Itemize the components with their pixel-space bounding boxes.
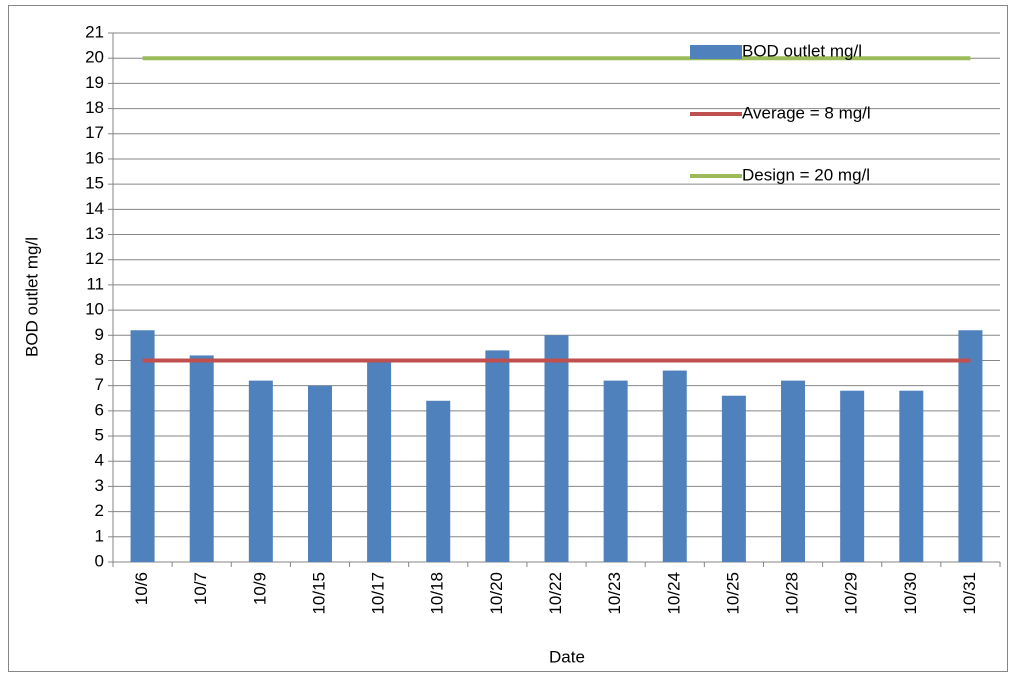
y-tick-label: 11 [86, 274, 104, 293]
bar [307, 385, 332, 562]
y-tick-label: 14 [85, 199, 104, 218]
x-tick-label: 10/22 [546, 572, 565, 615]
y-tick-label: 3 [95, 476, 104, 495]
y-tick-label: 15 [85, 174, 104, 193]
y-tick-label: 7 [95, 375, 104, 394]
y-tick-label: 18 [85, 98, 104, 117]
y-tick-label: 16 [85, 148, 104, 167]
x-tick-label: 10/9 [250, 572, 269, 605]
x-tick-label: 10/20 [487, 572, 506, 615]
x-axis-title: Date [549, 647, 585, 666]
x-tick-label: 10/18 [428, 572, 447, 615]
y-tick-label: 10 [85, 300, 104, 319]
legend-label: Design = 20 mg/l [742, 165, 870, 184]
y-tick-label: 12 [85, 249, 104, 268]
y-tick-label: 2 [95, 501, 104, 520]
y-tick-label: 6 [95, 400, 104, 419]
x-tick-label: 10/17 [369, 572, 388, 615]
bar [840, 390, 865, 562]
bar [603, 380, 628, 562]
bar [721, 395, 746, 562]
bar [367, 360, 392, 562]
legend-label: Average = 8 mg/l [742, 103, 871, 122]
x-tick-label: 10/31 [960, 572, 979, 615]
y-tick-label: 20 [85, 48, 104, 67]
x-tick-label: 10/28 [783, 572, 802, 615]
x-tick-label: 10/25 [723, 572, 742, 615]
x-tick-label: 10/15 [309, 572, 328, 615]
bar [189, 355, 214, 562]
y-tick-label: 9 [95, 325, 104, 344]
y-tick-label: 0 [95, 551, 104, 570]
bar [781, 380, 806, 562]
bar [899, 390, 924, 562]
bar [662, 370, 687, 562]
legend-label: BOD outlet mg/l [742, 41, 862, 60]
x-tick-label: 10/7 [191, 572, 210, 605]
y-tick-label: 17 [85, 123, 104, 142]
y-tick-label: 5 [95, 426, 104, 445]
bar [426, 400, 451, 562]
x-tick-label: 10/6 [132, 572, 151, 605]
y-tick-label: 21 [85, 22, 104, 41]
y-tick-label: 4 [95, 451, 104, 470]
x-tick-label: 10/24 [664, 572, 683, 615]
y-tick-label: 19 [85, 73, 104, 92]
y-axis-title: BOD outlet mg/l [22, 237, 41, 357]
bar [544, 335, 569, 562]
legend-swatch [690, 45, 742, 59]
x-tick-label: 10/30 [901, 572, 920, 615]
bar [958, 330, 983, 562]
x-tick-label: 10/29 [842, 572, 861, 615]
bar [130, 330, 155, 562]
y-tick-label: 8 [95, 350, 104, 369]
x-tick-label: 10/23 [605, 572, 624, 615]
bar [485, 350, 510, 562]
y-tick-label: 13 [85, 224, 104, 243]
bar [248, 380, 273, 562]
y-tick-label: 1 [95, 526, 104, 545]
